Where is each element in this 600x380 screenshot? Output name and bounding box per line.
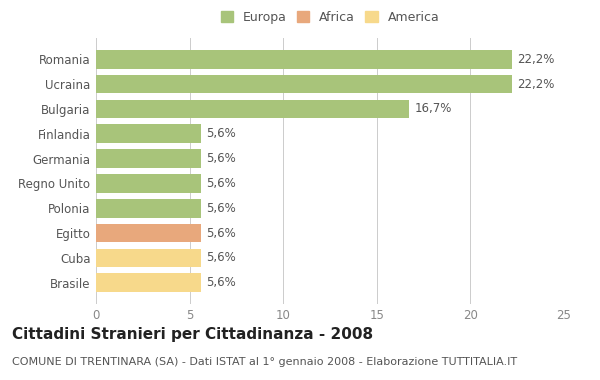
Text: 5,6%: 5,6% [206, 226, 236, 239]
Text: 5,6%: 5,6% [206, 127, 236, 140]
Bar [96, 125, 201, 143]
Text: 5,6%: 5,6% [206, 152, 236, 165]
Bar [96, 249, 201, 267]
Text: 16,7%: 16,7% [414, 103, 452, 116]
Bar [96, 273, 201, 292]
Bar [96, 174, 201, 193]
Bar [96, 199, 201, 217]
Text: 5,6%: 5,6% [206, 251, 236, 264]
Text: 5,6%: 5,6% [206, 202, 236, 215]
Bar [96, 149, 201, 168]
Bar [96, 224, 201, 242]
Bar [96, 100, 409, 118]
Legend: Europa, Africa, America: Europa, Africa, America [218, 8, 442, 27]
Text: COMUNE DI TRENTINARA (SA) - Dati ISTAT al 1° gennaio 2008 - Elaborazione TUTTITA: COMUNE DI TRENTINARA (SA) - Dati ISTAT a… [12, 357, 517, 367]
Text: Cittadini Stranieri per Cittadinanza - 2008: Cittadini Stranieri per Cittadinanza - 2… [12, 327, 373, 342]
Bar [96, 75, 512, 93]
Text: 22,2%: 22,2% [517, 53, 554, 66]
Text: 5,6%: 5,6% [206, 177, 236, 190]
Text: 22,2%: 22,2% [517, 78, 554, 91]
Text: 5,6%: 5,6% [206, 276, 236, 289]
Bar [96, 50, 512, 69]
